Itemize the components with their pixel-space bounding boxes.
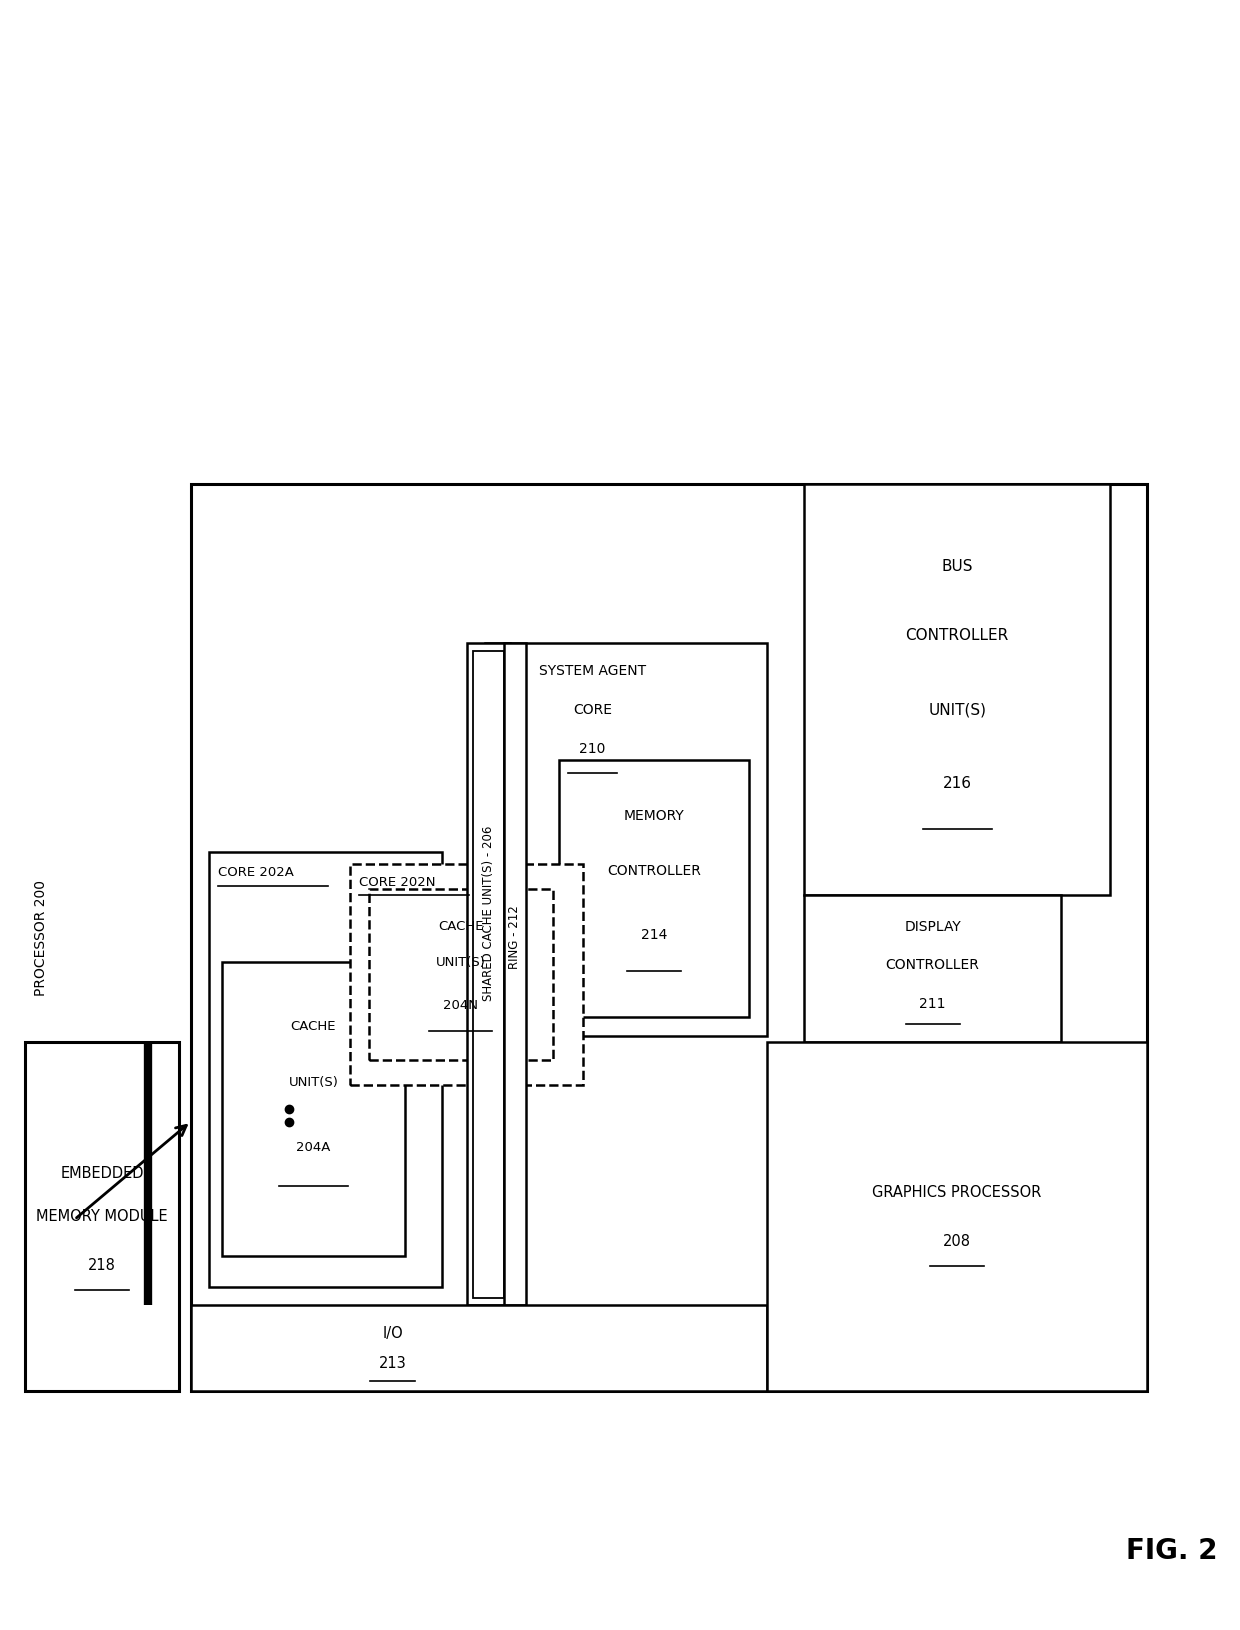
Bar bbox=[25, 1042, 179, 1392]
Text: 216: 216 bbox=[942, 776, 972, 791]
Text: SYSTEM AGENT: SYSTEM AGENT bbox=[538, 663, 646, 678]
Text: CORE 202N: CORE 202N bbox=[358, 877, 435, 890]
Text: GRAPHICS PROCESSOR: GRAPHICS PROCESSOR bbox=[873, 1185, 1042, 1200]
Bar bbox=[804, 895, 1061, 1042]
Bar bbox=[350, 864, 583, 1084]
Text: EMBEDDED: EMBEDDED bbox=[61, 1165, 144, 1182]
Text: MEMORY MODULE: MEMORY MODULE bbox=[36, 1209, 167, 1224]
Text: 204N: 204N bbox=[443, 999, 479, 1012]
Text: 210: 210 bbox=[579, 742, 605, 756]
Text: 204A: 204A bbox=[296, 1141, 331, 1154]
Text: 211: 211 bbox=[919, 996, 946, 1011]
Text: 213: 213 bbox=[378, 1356, 407, 1371]
Text: CACHE: CACHE bbox=[290, 1020, 336, 1033]
Text: CONTROLLER: CONTROLLER bbox=[606, 864, 701, 877]
Text: CONTROLLER: CONTROLLER bbox=[885, 958, 980, 973]
Text: FIG. 2: FIG. 2 bbox=[1126, 1537, 1218, 1565]
Text: UNIT(S): UNIT(S) bbox=[929, 703, 986, 717]
Text: CACHE: CACHE bbox=[438, 919, 484, 932]
Bar bbox=[466, 644, 510, 1306]
Text: I/O: I/O bbox=[382, 1327, 403, 1341]
Text: MEMORY: MEMORY bbox=[624, 810, 684, 823]
Bar bbox=[768, 1042, 1147, 1392]
Bar bbox=[191, 484, 1147, 1392]
Bar bbox=[472, 650, 503, 1297]
Text: DISPLAY: DISPLAY bbox=[904, 919, 961, 934]
Bar bbox=[368, 888, 553, 1060]
Text: RING - 212: RING - 212 bbox=[508, 906, 521, 970]
Text: CONTROLLER: CONTROLLER bbox=[905, 629, 1009, 644]
Bar bbox=[191, 1306, 768, 1392]
Text: 214: 214 bbox=[641, 927, 667, 942]
Text: CORE 202A: CORE 202A bbox=[218, 867, 294, 880]
Bar bbox=[222, 962, 405, 1257]
Text: PROCESSOR 200: PROCESSOR 200 bbox=[35, 880, 48, 996]
Text: BUS: BUS bbox=[941, 559, 973, 574]
Bar bbox=[210, 852, 443, 1288]
Text: SHARED CACHE UNIT(S) - 206: SHARED CACHE UNIT(S) - 206 bbox=[481, 825, 495, 1001]
Bar bbox=[485, 644, 768, 1035]
Text: 208: 208 bbox=[944, 1234, 971, 1249]
Text: UNIT(S): UNIT(S) bbox=[289, 1076, 339, 1089]
Text: UNIT(S): UNIT(S) bbox=[435, 955, 486, 968]
Bar bbox=[804, 484, 1111, 895]
Bar bbox=[503, 644, 526, 1306]
Text: 218: 218 bbox=[88, 1258, 115, 1273]
Bar bbox=[559, 760, 749, 1017]
Text: CORE: CORE bbox=[573, 703, 611, 717]
